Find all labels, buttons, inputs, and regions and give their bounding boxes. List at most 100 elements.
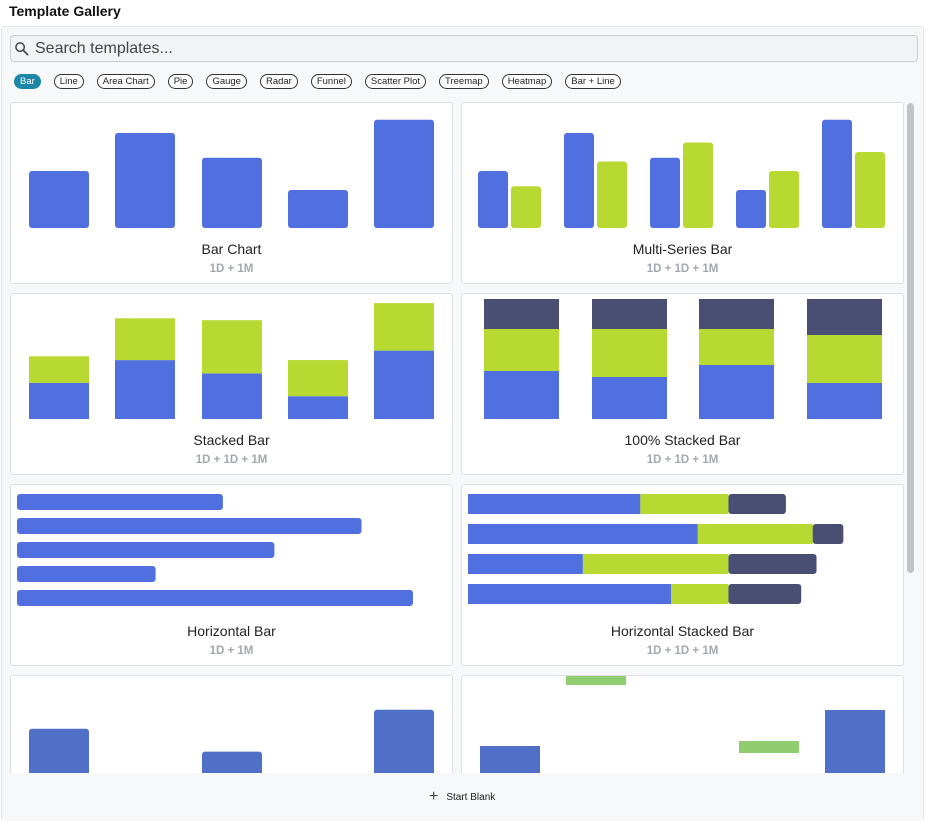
bar: [29, 728, 89, 773]
chart-preview: [29, 303, 434, 419]
hstack-segment-3: [728, 494, 786, 514]
stack-segment-3: [484, 299, 559, 329]
hstack-segment-1: [468, 554, 583, 574]
stack-segment-1: [592, 377, 667, 419]
filter-chip-line[interactable]: Line: [53, 74, 84, 89]
filter-chip-treemap[interactable]: Treemap: [439, 74, 489, 89]
template-name: Stacked Bar: [193, 432, 270, 448]
template-card-100-stacked-bar[interactable]: 100% Stacked Bar 1D + 1D + 1M: [461, 293, 904, 475]
template-dimensions: 1D + 1D + 1M: [646, 263, 719, 275]
template-dimensions: 1D + 1D + 1M: [646, 454, 719, 466]
stack-segment-2: [202, 320, 262, 374]
template-dimensions: 1D + 1M: [209, 645, 254, 657]
page-title: Template Gallery: [9, 3, 121, 19]
waterfall-total: [480, 746, 540, 773]
stack-segment-1: [29, 382, 89, 419]
bar: [202, 157, 262, 228]
filter-chip-gauge[interactable]: Gauge: [206, 74, 247, 89]
bar-series-2: [683, 142, 713, 228]
bar-series-2: [769, 171, 799, 228]
filter-chip-funnel[interactable]: Funnel: [310, 74, 352, 89]
stack-segment-1: [115, 360, 175, 419]
hstack-segment-2: [640, 494, 729, 514]
filter-chip-pie[interactable]: Pie: [167, 74, 194, 89]
hstack-segment-2: [697, 524, 813, 544]
bar-series-2: [511, 186, 541, 228]
template-card-bar-chart[interactable]: Bar Chart 1D + 1M: [10, 102, 453, 284]
stack-segment-2: [29, 356, 89, 383]
filter-chip-heatmap[interactable]: Heatmap: [501, 74, 553, 89]
chart-preview: [484, 299, 882, 419]
waterfall-total: [825, 710, 885, 773]
chart-preview: [29, 119, 434, 228]
template-card-horizontal-bar[interactable]: Horizontal Bar 1D + 1M: [10, 484, 453, 666]
bar-series-2: [597, 161, 627, 228]
search-box[interactable]: [10, 35, 918, 62]
start-blank-button[interactable]: + Start Blank: [429, 789, 495, 805]
filter-chip-scatter-plot[interactable]: Scatter Plot: [364, 74, 427, 89]
stack-segment-2: [115, 318, 175, 361]
filter-chip-area-chart[interactable]: Area Chart: [96, 74, 155, 89]
bar-series-1: [478, 171, 508, 228]
stack-segment-2: [484, 329, 559, 371]
template-name: Multi-Series Bar: [632, 241, 733, 257]
bar: [115, 133, 175, 228]
template-card-stacked-bar[interactable]: Stacked Bar 1D + 1D + 1M: [10, 293, 453, 475]
bar-series-1: [650, 157, 680, 228]
stack-segment-2: [374, 303, 434, 351]
hbar: [17, 542, 275, 558]
template-name: Horizontal Bar: [187, 623, 276, 639]
bar: [374, 709, 434, 773]
template-card-horizontal-stacked-bar[interactable]: Horizontal Stacked Bar 1D + 1D + 1M: [461, 484, 904, 666]
stack-segment-2: [592, 329, 667, 377]
template-name: 100% Stacked Bar: [624, 432, 741, 448]
stack-segment-2: [807, 335, 882, 383]
chart-preview: [468, 494, 844, 604]
title-bar: Template Gallery: [0, 0, 926, 26]
filter-chip-bar[interactable]: Bar: [14, 74, 41, 89]
hbar: [17, 518, 362, 534]
template-card-multi-series-bar[interactable]: Multi-Series Bar 1D + 1D + 1M: [461, 102, 904, 284]
bar: [29, 171, 89, 228]
bar: [202, 751, 262, 773]
waterfall-step: [739, 741, 799, 753]
hbar: [17, 590, 413, 606]
stack-segment-1: [699, 365, 774, 419]
chart-preview: [478, 119, 885, 228]
template-grid[interactable]: Bar Chart 1D + 1M Multi-Series Bar 1D + 1D …: [2, 97, 923, 773]
stack-segment-3: [807, 299, 882, 335]
stack-segment-1: [484, 371, 559, 419]
hstack-segment-2: [582, 554, 729, 574]
hstack-segment-3: [812, 524, 844, 544]
chart-preview: [17, 494, 413, 606]
stack-segment-2: [288, 360, 348, 397]
hstack-segment-1: [468, 494, 641, 514]
start-blank-label: Start Blank: [446, 791, 496, 803]
filter-chips: Bar Line Area Chart Pie Gauge Radar Funnel Scat…: [14, 74, 621, 90]
bar-series-2: [855, 152, 885, 228]
filter-chip-bar-line[interactable]: Bar + Line: [565, 74, 621, 89]
template-dimensions: 1D + 1M: [209, 263, 254, 275]
hbar: [17, 566, 156, 582]
hstack-segment-1: [468, 524, 698, 544]
template-card-item-7[interactable]: [461, 675, 904, 773]
bar-series-1: [822, 119, 852, 228]
bar-series-1: [564, 133, 594, 228]
filter-chip-radar[interactable]: Radar: [259, 74, 298, 89]
hstack-segment-3: [728, 554, 817, 574]
scrollbar[interactable]: [907, 103, 914, 573]
bar-series-1: [736, 190, 766, 228]
stack-segment-2: [699, 329, 774, 365]
template-card-item-6[interactable]: [10, 675, 453, 773]
search-input[interactable]: [35, 38, 905, 59]
stack-segment-3: [592, 299, 667, 329]
hstack-segment-2: [670, 584, 729, 604]
gallery-panel: Bar Line Area Chart Pie Gauge Radar Funnel Scat…: [1, 26, 924, 821]
hbar: [17, 494, 223, 510]
stack-segment-1: [202, 373, 262, 419]
template-dimensions: 1D + 1D + 1M: [195, 454, 268, 466]
stack-segment-1: [807, 383, 882, 419]
chart-preview: [29, 709, 434, 773]
search-icon: [15, 42, 29, 56]
plus-icon: +: [429, 788, 439, 805]
